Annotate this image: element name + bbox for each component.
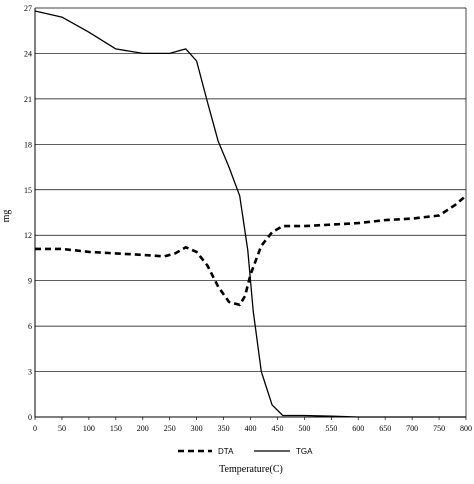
x-tick-label: 700: [406, 424, 418, 433]
legend: DTA TGA: [178, 447, 313, 456]
legend-label-dta: DTA: [218, 447, 234, 456]
y-tick-label: 27: [24, 4, 32, 13]
x-tick-label: 750: [433, 424, 445, 433]
x-axis-label: Temperature(C): [219, 464, 283, 475]
y-tick-label: 6: [28, 322, 32, 331]
x-tick-label: 50: [58, 424, 66, 433]
x-tick-label: 150: [110, 424, 122, 433]
y-tick-label: 0: [28, 413, 32, 422]
gridlines: [35, 7, 466, 418]
y-axis-label: mg: [1, 210, 12, 223]
x-tick-label: 600: [352, 424, 364, 433]
y-tick-label: 9: [28, 277, 32, 286]
x-tick-label: 800: [460, 424, 472, 433]
x-tick-label: 500: [298, 424, 310, 433]
x-tick-label: 300: [191, 424, 203, 433]
series-lines: [34, 10, 467, 418]
x-tick-label: 350: [218, 424, 230, 433]
x-tick-label: 250: [164, 424, 176, 433]
y-tick-label: 18: [24, 140, 32, 149]
y-tick-label: 21: [24, 95, 32, 104]
y-tick-label: 3: [28, 368, 32, 377]
series-line-tga: [34, 10, 466, 418]
x-tick-label: 550: [325, 424, 337, 433]
series-line-dta: [35, 194, 467, 307]
x-tick-label: 0: [33, 424, 37, 433]
x-tick-label: 200: [137, 424, 149, 433]
tick-labels: 0 3 6 9 12 15 18 21 24 27 0 50 100 150 200 250 300 350 400…: [24, 4, 472, 433]
x-tick-label: 100: [83, 424, 95, 433]
y-tick-label: 15: [24, 186, 32, 195]
y-tick-label: 12: [24, 231, 32, 240]
y-tick-label: 24: [24, 49, 32, 58]
legend-label-tga: TGA: [296, 447, 313, 456]
x-tick-label: 400: [245, 424, 257, 433]
axes: [34, 8, 467, 420]
x-tick-label: 650: [379, 424, 391, 433]
x-tick-label: 450: [271, 424, 283, 433]
